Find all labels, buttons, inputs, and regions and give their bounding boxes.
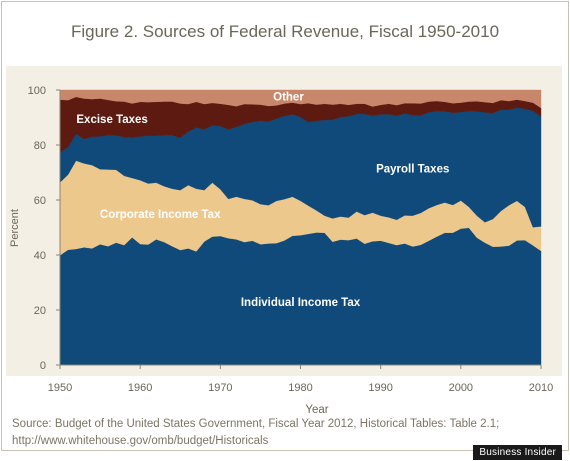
x-tick-label: 2000 xyxy=(449,382,473,394)
area-layer xyxy=(59,89,542,366)
area-labels-layer: Individual Income Tax Corporate Income Ta… xyxy=(76,91,449,308)
y-axis-label: Percent xyxy=(9,209,21,247)
stacked-area-chart: 1950 1960 1970 1980 1990 2000 2010 0 20 40 60 80 100… xyxy=(9,85,554,416)
y-tick-label: 60 xyxy=(34,195,46,207)
x-tick-label: 1970 xyxy=(208,382,232,394)
x-tick-label: 1980 xyxy=(288,382,312,394)
y-tick-label: 100 xyxy=(28,85,46,97)
area-other xyxy=(59,89,542,109)
area-label-individual-income-tax: Individual Income Tax xyxy=(241,297,361,309)
y-tick-label: 0 xyxy=(40,360,46,372)
y-tick-label: 40 xyxy=(34,250,46,262)
y-tick-label: 80 xyxy=(34,140,46,152)
area-label-other: Other xyxy=(273,91,304,103)
x-tick-label: 1990 xyxy=(368,382,392,394)
x-tick-label: 1950 xyxy=(48,382,72,394)
area-label-payroll-taxes: Payroll Taxes xyxy=(376,163,449,175)
source-line-2: http://www.whitehouse.gov/omb/budget/His… xyxy=(12,435,269,447)
watermark-badge: Business Insider xyxy=(473,445,562,460)
area-label-corporate-income-tax: Corporate Income Tax xyxy=(100,209,221,221)
area-label-excise-taxes: Excise Taxes xyxy=(76,114,147,126)
source-note: Source: Budget of the United States Gove… xyxy=(12,416,499,450)
axes-layer: 1950 1960 1970 1980 1990 2000 2010 0 20 40 60 80 100 xyxy=(28,85,554,394)
y-tick-label: 20 xyxy=(34,305,46,317)
source-line-1: Source: Budget of the United States Gove… xyxy=(12,418,500,430)
x-axis-label: Year xyxy=(305,404,328,416)
chart-title: Figure 2. Sources of Federal Revenue, Fi… xyxy=(70,22,500,41)
x-tick-label: 1960 xyxy=(128,382,152,394)
x-tick-label: 2010 xyxy=(529,382,553,394)
